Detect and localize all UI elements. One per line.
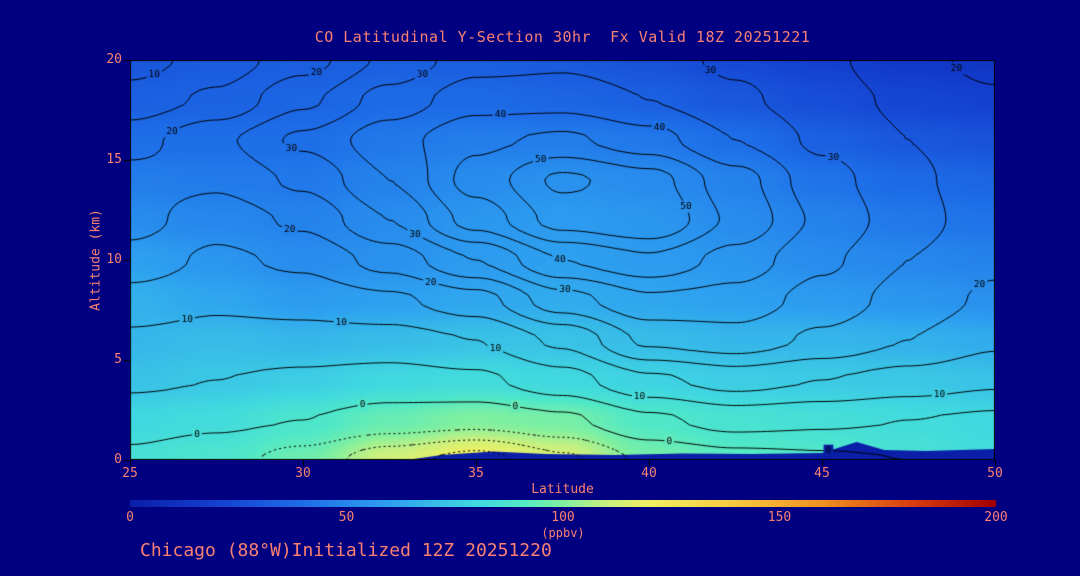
chart-title: CO Latitudinal Y-Section 30hr Fx Valid 1… [314, 28, 811, 46]
y-tick-label: 20 [106, 52, 122, 67]
tick-mark [649, 460, 650, 466]
x-tick-label: 40 [641, 466, 657, 481]
tick-mark [303, 460, 304, 466]
contour-plot-canvas [130, 60, 995, 460]
tick-mark [476, 460, 477, 466]
colorbar-tick-label: 150 [767, 510, 792, 525]
x-tick-label: 50 [987, 466, 1003, 481]
tick-mark [822, 460, 823, 466]
plot-area [130, 60, 995, 460]
colorbar-unit-label: (ppbv) [541, 526, 585, 540]
y-tick-label: 15 [106, 152, 122, 167]
colorbar-tick-label: 200 [984, 510, 1008, 525]
colorbar [130, 500, 996, 507]
x-tick-label: 35 [468, 466, 484, 481]
colorbar-tick-label: 100 [551, 510, 575, 525]
tick-mark [995, 460, 996, 466]
footer-text: Chicago (88°W)Initialized 12Z 20251220 [140, 540, 552, 561]
colorbar-tick-label: 0 [126, 510, 134, 525]
y-axis-title: Altitude (km) [88, 209, 104, 311]
y-tick-label: 5 [114, 352, 122, 367]
x-tick-label: 45 [814, 466, 830, 481]
x-tick-label: 30 [295, 466, 311, 481]
tick-mark [124, 460, 130, 461]
x-tick-label: 25 [122, 466, 138, 481]
colorbar-tick-label: 50 [338, 510, 355, 525]
y-tick-label: 0 [114, 452, 122, 467]
tick-mark [130, 460, 131, 466]
x-axis-title: Latitude [531, 482, 594, 497]
